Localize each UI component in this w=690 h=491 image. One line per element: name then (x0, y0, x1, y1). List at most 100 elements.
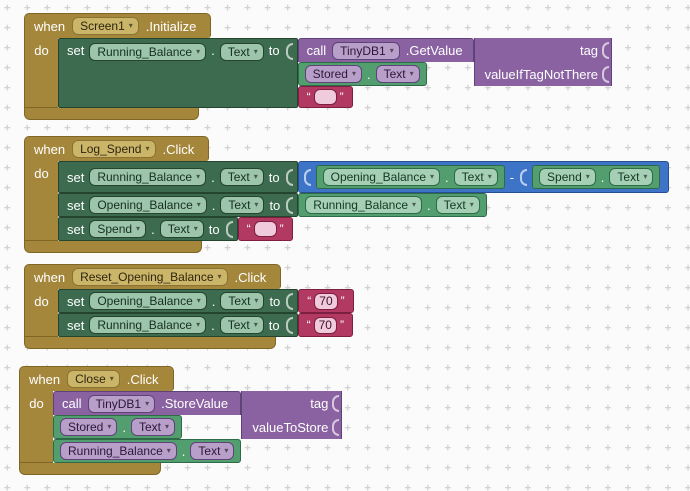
statement-row: set Opening_Balance ▾ . Text ▾ to “ 70 (58, 289, 354, 313)
property-dropdown[interactable]: Text ▾ (219, 43, 264, 61)
set-opening-balance-block[interactable]: set Opening_Balance ▾ . Text ▾ to (58, 289, 299, 313)
component-dropdown[interactable]: Spend ▾ (89, 220, 147, 238)
empty-string-block[interactable]: “ ” (237, 217, 293, 241)
arg-slot: Stored ▾ . Text ▾ (297, 62, 474, 86)
property-dropdown[interactable]: Text ▾ (435, 196, 480, 214)
dropdown-value: Text (228, 294, 251, 308)
event-block-log-spend-click[interactable]: when Log_Spend ▾ .Click do set Running_B… (24, 136, 670, 253)
string-70-block[interactable]: “ 70 ” (297, 313, 353, 337)
call-header[interactable]: call TinyDB1 ▾ .GetValue (297, 38, 474, 62)
call-header[interactable]: call TinyDB1 ▾ .StoreValue (53, 391, 242, 415)
dropdown-value: Close (75, 372, 106, 386)
event-block-reset-opening-balance-click[interactable]: when Reset_Opening_Balance ▾ .Click do s… (24, 264, 354, 349)
event-footer[interactable] (19, 463, 161, 475)
event-header[interactable]: when Reset_Opening_Balance ▾ .Click (24, 264, 282, 289)
socket-icon (303, 168, 311, 186)
set-running-balance-block[interactable]: set Running_Balance ▾ . Text ▾ to (58, 38, 298, 108)
component-dropdown[interactable]: Reset_Opening_Balance ▾ (72, 268, 228, 286)
socket-icon (286, 292, 294, 310)
event-block-close-click[interactable]: when Close ▾ .Click do call TinyDB1 ▾ .S… (19, 366, 343, 475)
property-dropdown[interactable]: Text ▾ (220, 292, 265, 310)
chevron-down-icon: ▾ (253, 172, 258, 181)
set-spend-block[interactable]: set Spend ▾ . Text ▾ to (58, 217, 238, 241)
event-body: set Opening_Balance ▾ . Text ▾ to “ 70 (58, 289, 354, 337)
property-dropdown[interactable]: Text ▾ (220, 196, 265, 214)
property-dropdown[interactable]: Text ▾ (453, 168, 498, 186)
event-header[interactable]: when Close ▾ .Click (19, 366, 174, 391)
chevron-down-icon: ▾ (430, 172, 435, 181)
quote-open: “ (307, 294, 312, 308)
event-footer[interactable] (24, 241, 202, 253)
set-running-balance-block[interactable]: set Running_Balance ▾ . Text ▾ to (58, 313, 298, 337)
property-dropdown[interactable]: Text ▾ (190, 442, 235, 460)
component-dropdown[interactable]: Running_Balance ▾ (89, 43, 207, 61)
do-label: do (34, 166, 49, 181)
set-opening-balance-block[interactable]: set Opening_Balance ▾ . Text ▾ to (58, 193, 299, 217)
event-name: .Initialize (145, 18, 197, 34)
property-dropdown[interactable]: Text ▾ (375, 65, 420, 83)
getter-running-balance-text-block[interactable]: Running_Balance ▾ . Text ▾ (298, 193, 487, 217)
minus-operator: - (509, 169, 515, 185)
component-dropdown[interactable]: Close ▾ (67, 370, 120, 388)
event-body: call TinyDB1 ▾ .StoreValue tag Stored (53, 391, 343, 463)
getter-opening-balance-text-block[interactable]: Opening_Balance ▾ . Text ▾ (315, 165, 505, 189)
property-dropdown[interactable]: Text ▾ (219, 316, 264, 334)
arg-label-text: tag (579, 42, 599, 58)
event-block-screen1-initialize[interactable]: when Screen1 ▾ .Initialize do set Runnin… (24, 13, 613, 120)
string-70-block[interactable]: “ 70 ” (298, 289, 354, 313)
do-label: do (34, 294, 49, 309)
component-dropdown[interactable]: Opening_Balance ▾ (89, 196, 207, 214)
component-dropdown[interactable]: TinyDB1 ▾ (87, 394, 156, 413)
property-dropdown[interactable]: Text ▾ (219, 168, 264, 186)
text-field[interactable] (313, 89, 337, 105)
set-running-balance-block[interactable]: set Running_Balance ▾ . Text ▾ to (58, 161, 298, 193)
component-dropdown[interactable]: TinyDB1 ▾ (332, 41, 400, 60)
event-name: .Click (234, 269, 267, 285)
getter-running-balance-text-block[interactable]: Running_Balance ▾ . Text ▾ (53, 439, 242, 463)
component-dropdown[interactable]: Spend ▾ (539, 168, 596, 186)
property-dropdown[interactable]: Text ▾ (609, 168, 654, 186)
component-dropdown[interactable]: Log_Spend ▾ (72, 140, 156, 158)
component-dropdown[interactable]: Running_Balance ▾ (89, 168, 207, 186)
dropdown-value: Reset_Opening_Balance (80, 270, 214, 284)
event-footer[interactable] (24, 108, 199, 120)
event-footer[interactable] (24, 337, 276, 349)
subtract-block[interactable]: Opening_Balance ▾ . Text ▾ - Spend (297, 161, 670, 193)
component-dropdown[interactable]: Screen1 ▾ (72, 17, 139, 35)
component-dropdown[interactable]: Stored ▾ (304, 65, 362, 83)
socket-icon (225, 220, 233, 238)
event-header[interactable]: when Log_Spend ▾ .Click (24, 136, 210, 161)
getter-stored-text-block[interactable]: Stored ▾ . Text ▾ (297, 62, 427, 86)
call-tinydb-storevalue-block[interactable]: call TinyDB1 ▾ .StoreValue tag Stored (53, 391, 343, 463)
getter-spend-text-block[interactable]: Spend ▾ . Text ▾ (532, 165, 661, 189)
socket-icon (285, 316, 293, 334)
dot-separator: . (122, 419, 126, 435)
component-dropdown[interactable]: Opening_Balance ▾ (322, 168, 441, 186)
text-field[interactable] (253, 221, 277, 237)
property-dropdown[interactable]: Text ▾ (131, 418, 176, 436)
quote-open: “ (306, 90, 311, 104)
empty-string-block[interactable]: “ ” (297, 86, 353, 108)
component-dropdown[interactable]: Stored ▾ (60, 418, 118, 436)
chevron-down-icon: ▾ (487, 172, 492, 181)
text-field[interactable]: 70 (314, 292, 338, 310)
component-dropdown[interactable]: Running_Balance ▾ (305, 196, 423, 214)
chevron-down-icon: ▾ (389, 45, 394, 55)
socket-icon (285, 168, 293, 186)
dropdown-value: Text (617, 170, 640, 184)
event-header[interactable]: when Screen1 ▾ .Initialize (24, 13, 212, 38)
call-tinydb-getvalue-block[interactable]: call TinyDB1 ▾ .GetValue tag (297, 38, 613, 108)
arg-label-text: tag (310, 395, 329, 411)
component-dropdown[interactable]: Opening_Balance ▾ (89, 292, 207, 310)
getter-stored-text-block[interactable]: Stored ▾ . Text ▾ (53, 415, 183, 439)
component-dropdown[interactable]: Running_Balance ▾ (60, 442, 177, 460)
statement-row: set Running_Balance ▾ . Text ▾ to “ 70 (58, 313, 353, 337)
dropdown-value: Text (227, 45, 250, 59)
socket-icon (332, 394, 340, 412)
property-dropdown[interactable]: Text ▾ (159, 220, 204, 238)
text-field[interactable]: 70 (313, 316, 337, 334)
component-dropdown[interactable]: Running_Balance ▾ (89, 316, 207, 334)
set-label: set (67, 197, 85, 213)
chevron-down-icon: ▾ (254, 200, 259, 209)
